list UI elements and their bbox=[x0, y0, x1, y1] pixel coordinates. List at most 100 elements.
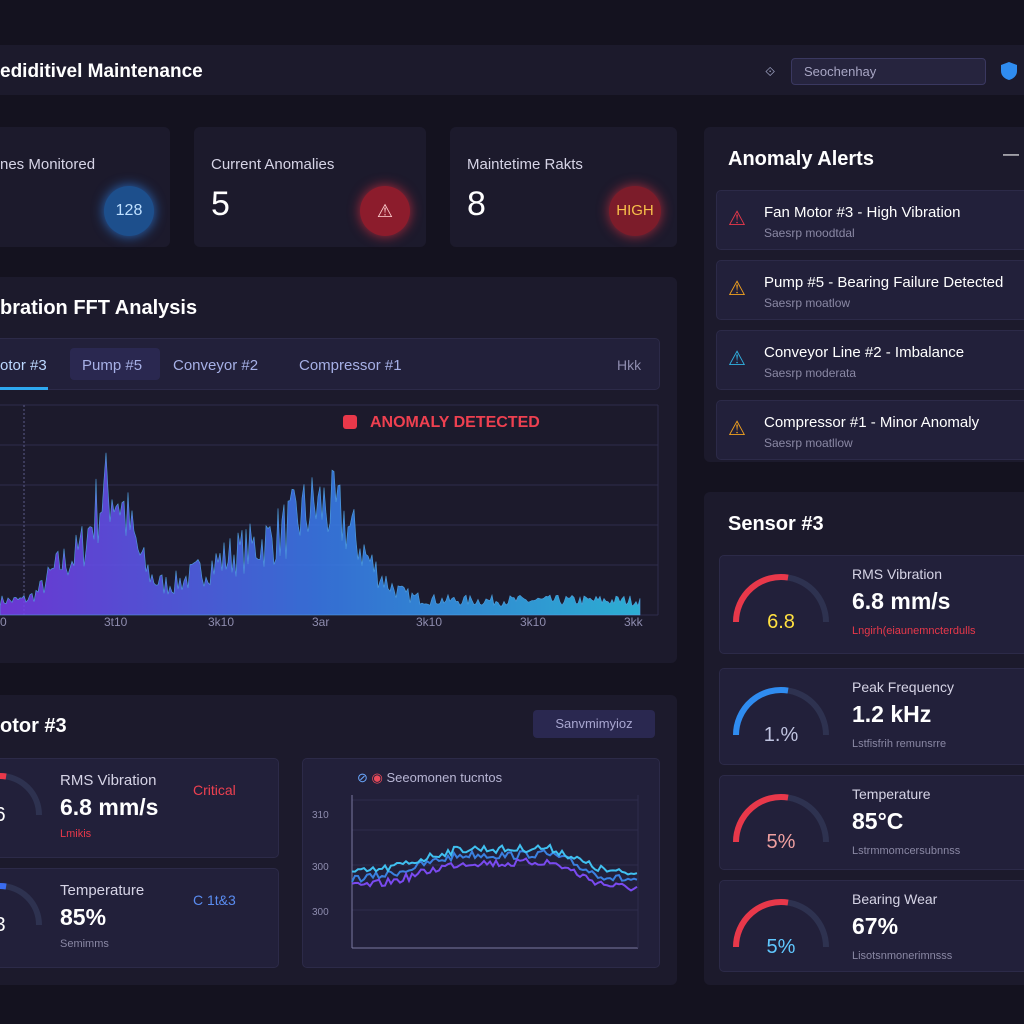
gauge-label: 5% bbox=[767, 936, 796, 958]
x-tick-label: 0 bbox=[0, 615, 7, 629]
alert-title: Fan Motor #3 - High Vibration bbox=[764, 204, 961, 221]
kpi-value: 5 bbox=[211, 185, 230, 223]
alert-item bbox=[716, 260, 1024, 320]
metric-note: Lmikis bbox=[60, 828, 92, 840]
unit-label: Hkk bbox=[617, 357, 642, 373]
alert-sub: Saesrp moodtdal bbox=[764, 226, 855, 240]
tab-bg bbox=[70, 348, 160, 380]
alert-title: Compressor #1 - Minor Anomaly bbox=[764, 414, 980, 431]
metric-card bbox=[0, 868, 279, 968]
kpi-value: 8 bbox=[467, 185, 486, 223]
kpi-alert-icon: ⚠ bbox=[360, 186, 410, 236]
sensor-note: Lisotsnmonerimnsss bbox=[852, 950, 953, 962]
y-tick-label: 300 bbox=[312, 862, 329, 873]
metric-note: Semimms bbox=[60, 938, 109, 950]
kpi-label: Current Anomalies bbox=[211, 156, 335, 173]
gauge-arc bbox=[733, 687, 789, 736]
alert-item bbox=[716, 330, 1024, 390]
y-tick-label: 310 bbox=[312, 810, 329, 821]
metric-value: 85% bbox=[60, 904, 107, 930]
tab[interactable]: Conveyor #2 bbox=[173, 357, 259, 374]
kpi-badge: HIGH bbox=[609, 186, 661, 236]
app-title: ediditivel Maintenance bbox=[0, 61, 203, 82]
trend-title-text: Seeomonen tucntos bbox=[386, 770, 503, 785]
sensor-label: Temperature bbox=[852, 786, 931, 802]
x-tick-label: 3k10 bbox=[416, 615, 442, 629]
gauge: 6.8 bbox=[733, 574, 829, 633]
sensor-note: Lngirh(eiaunemncterdulls bbox=[852, 625, 976, 637]
anomaly-annotation: ANOMALY DETECTED bbox=[370, 414, 540, 431]
sensor-label: Peak Frequency bbox=[852, 679, 954, 695]
sensor-card bbox=[719, 880, 1024, 972]
kpi-badge: 128 bbox=[104, 186, 154, 236]
sensor-note: Lstfisfrih remunsrre bbox=[852, 738, 947, 750]
gauge-label: 1.% bbox=[764, 724, 799, 746]
gauge: 1.% bbox=[733, 687, 829, 746]
spectrum bbox=[0, 452, 641, 616]
trend-title: ⊘ ◉ Seeomonen tucntos bbox=[357, 770, 503, 785]
search-box[interactable]: Seochenhay bbox=[791, 58, 986, 85]
sensor-card bbox=[719, 668, 1024, 765]
gauge: 3 bbox=[0, 883, 42, 936]
x-tick-label: 3ar bbox=[312, 615, 329, 629]
sensor-label: Bearing Wear bbox=[852, 891, 938, 907]
trend-line bbox=[351, 857, 638, 892]
x-tick-label: 3t10 bbox=[104, 615, 128, 629]
trend-line bbox=[351, 843, 638, 876]
shield-icon[interactable] bbox=[1000, 61, 1018, 81]
sensor-label: RMS Vibration bbox=[852, 566, 943, 582]
gauge-label: 5% bbox=[767, 831, 796, 853]
fft-chart: 0 3t10 3k10 3ar 3k10 3k10 3kk bbox=[0, 404, 659, 629]
gauge: 5% bbox=[733, 794, 829, 853]
alert-icon: ⚠ bbox=[728, 208, 746, 230]
gauge: 6 bbox=[0, 773, 42, 826]
gauge-label: 6.8 bbox=[767, 611, 795, 633]
metric-status: C 1t&3 bbox=[193, 892, 236, 908]
gauge-arc bbox=[733, 574, 789, 623]
tab[interactable]: otor #3 bbox=[0, 357, 47, 374]
alert-title: Conveyor Line #2 - Imbalance bbox=[764, 344, 965, 361]
kpi-label: Maintetime Rakts bbox=[467, 156, 583, 173]
sensor-card bbox=[719, 555, 1024, 654]
alert-sub: Saesrp moatlow bbox=[764, 296, 851, 310]
tab[interactable]: Pump #5 bbox=[82, 357, 143, 374]
x-tick-label: 3kk bbox=[624, 615, 644, 629]
alert-item bbox=[716, 400, 1024, 460]
alert-sub: Saesrp moderata bbox=[764, 366, 857, 380]
fft-title: bration FFT Analysis bbox=[0, 297, 198, 319]
anomaly-icon bbox=[343, 415, 357, 429]
trend-chart: 310 300 300 bbox=[312, 795, 639, 949]
alert-sub: Saesrp moatllow bbox=[764, 436, 853, 450]
alerts-title: Anomaly Alerts bbox=[728, 148, 874, 170]
machine-button[interactable]: Sanvmimyioz bbox=[533, 710, 655, 738]
alert-icon: ⚠ bbox=[728, 278, 746, 300]
y-tick-label: 300 bbox=[312, 907, 329, 918]
metric-card bbox=[0, 758, 279, 858]
metric-label: RMS Vibration bbox=[60, 772, 157, 789]
metric-status: Critical bbox=[193, 782, 236, 798]
sensor-note: Lstrmmomcersubnnss bbox=[852, 845, 961, 857]
collapse-icon[interactable]: — bbox=[1003, 146, 1019, 163]
x-tick-label: 3k10 bbox=[208, 615, 234, 629]
metric-value: 6.8 mm/s bbox=[60, 794, 159, 820]
settings-icon[interactable]: ⟐ bbox=[765, 64, 776, 79]
sensor-value: 6.8 mm/s bbox=[852, 588, 951, 614]
gauge: 5% bbox=[733, 899, 829, 958]
trend-line bbox=[351, 849, 638, 884]
kpi-label: nes Monitored bbox=[0, 156, 96, 173]
sensor-value: 67% bbox=[852, 913, 899, 939]
sensor-value: 85°C bbox=[852, 808, 904, 834]
tab[interactable]: Compressor #1 bbox=[299, 357, 402, 374]
trend-grid bbox=[351, 795, 639, 949]
alert-icon: ⚠ bbox=[728, 348, 746, 370]
gauge-track bbox=[0, 773, 42, 816]
gauge-label: 3 bbox=[0, 914, 6, 936]
gauge-arc bbox=[733, 899, 789, 948]
gauge-label: 6 bbox=[0, 804, 6, 826]
alert-item bbox=[716, 190, 1024, 250]
x-tick-label: 3k10 bbox=[520, 615, 546, 629]
gauge-track bbox=[0, 883, 42, 926]
